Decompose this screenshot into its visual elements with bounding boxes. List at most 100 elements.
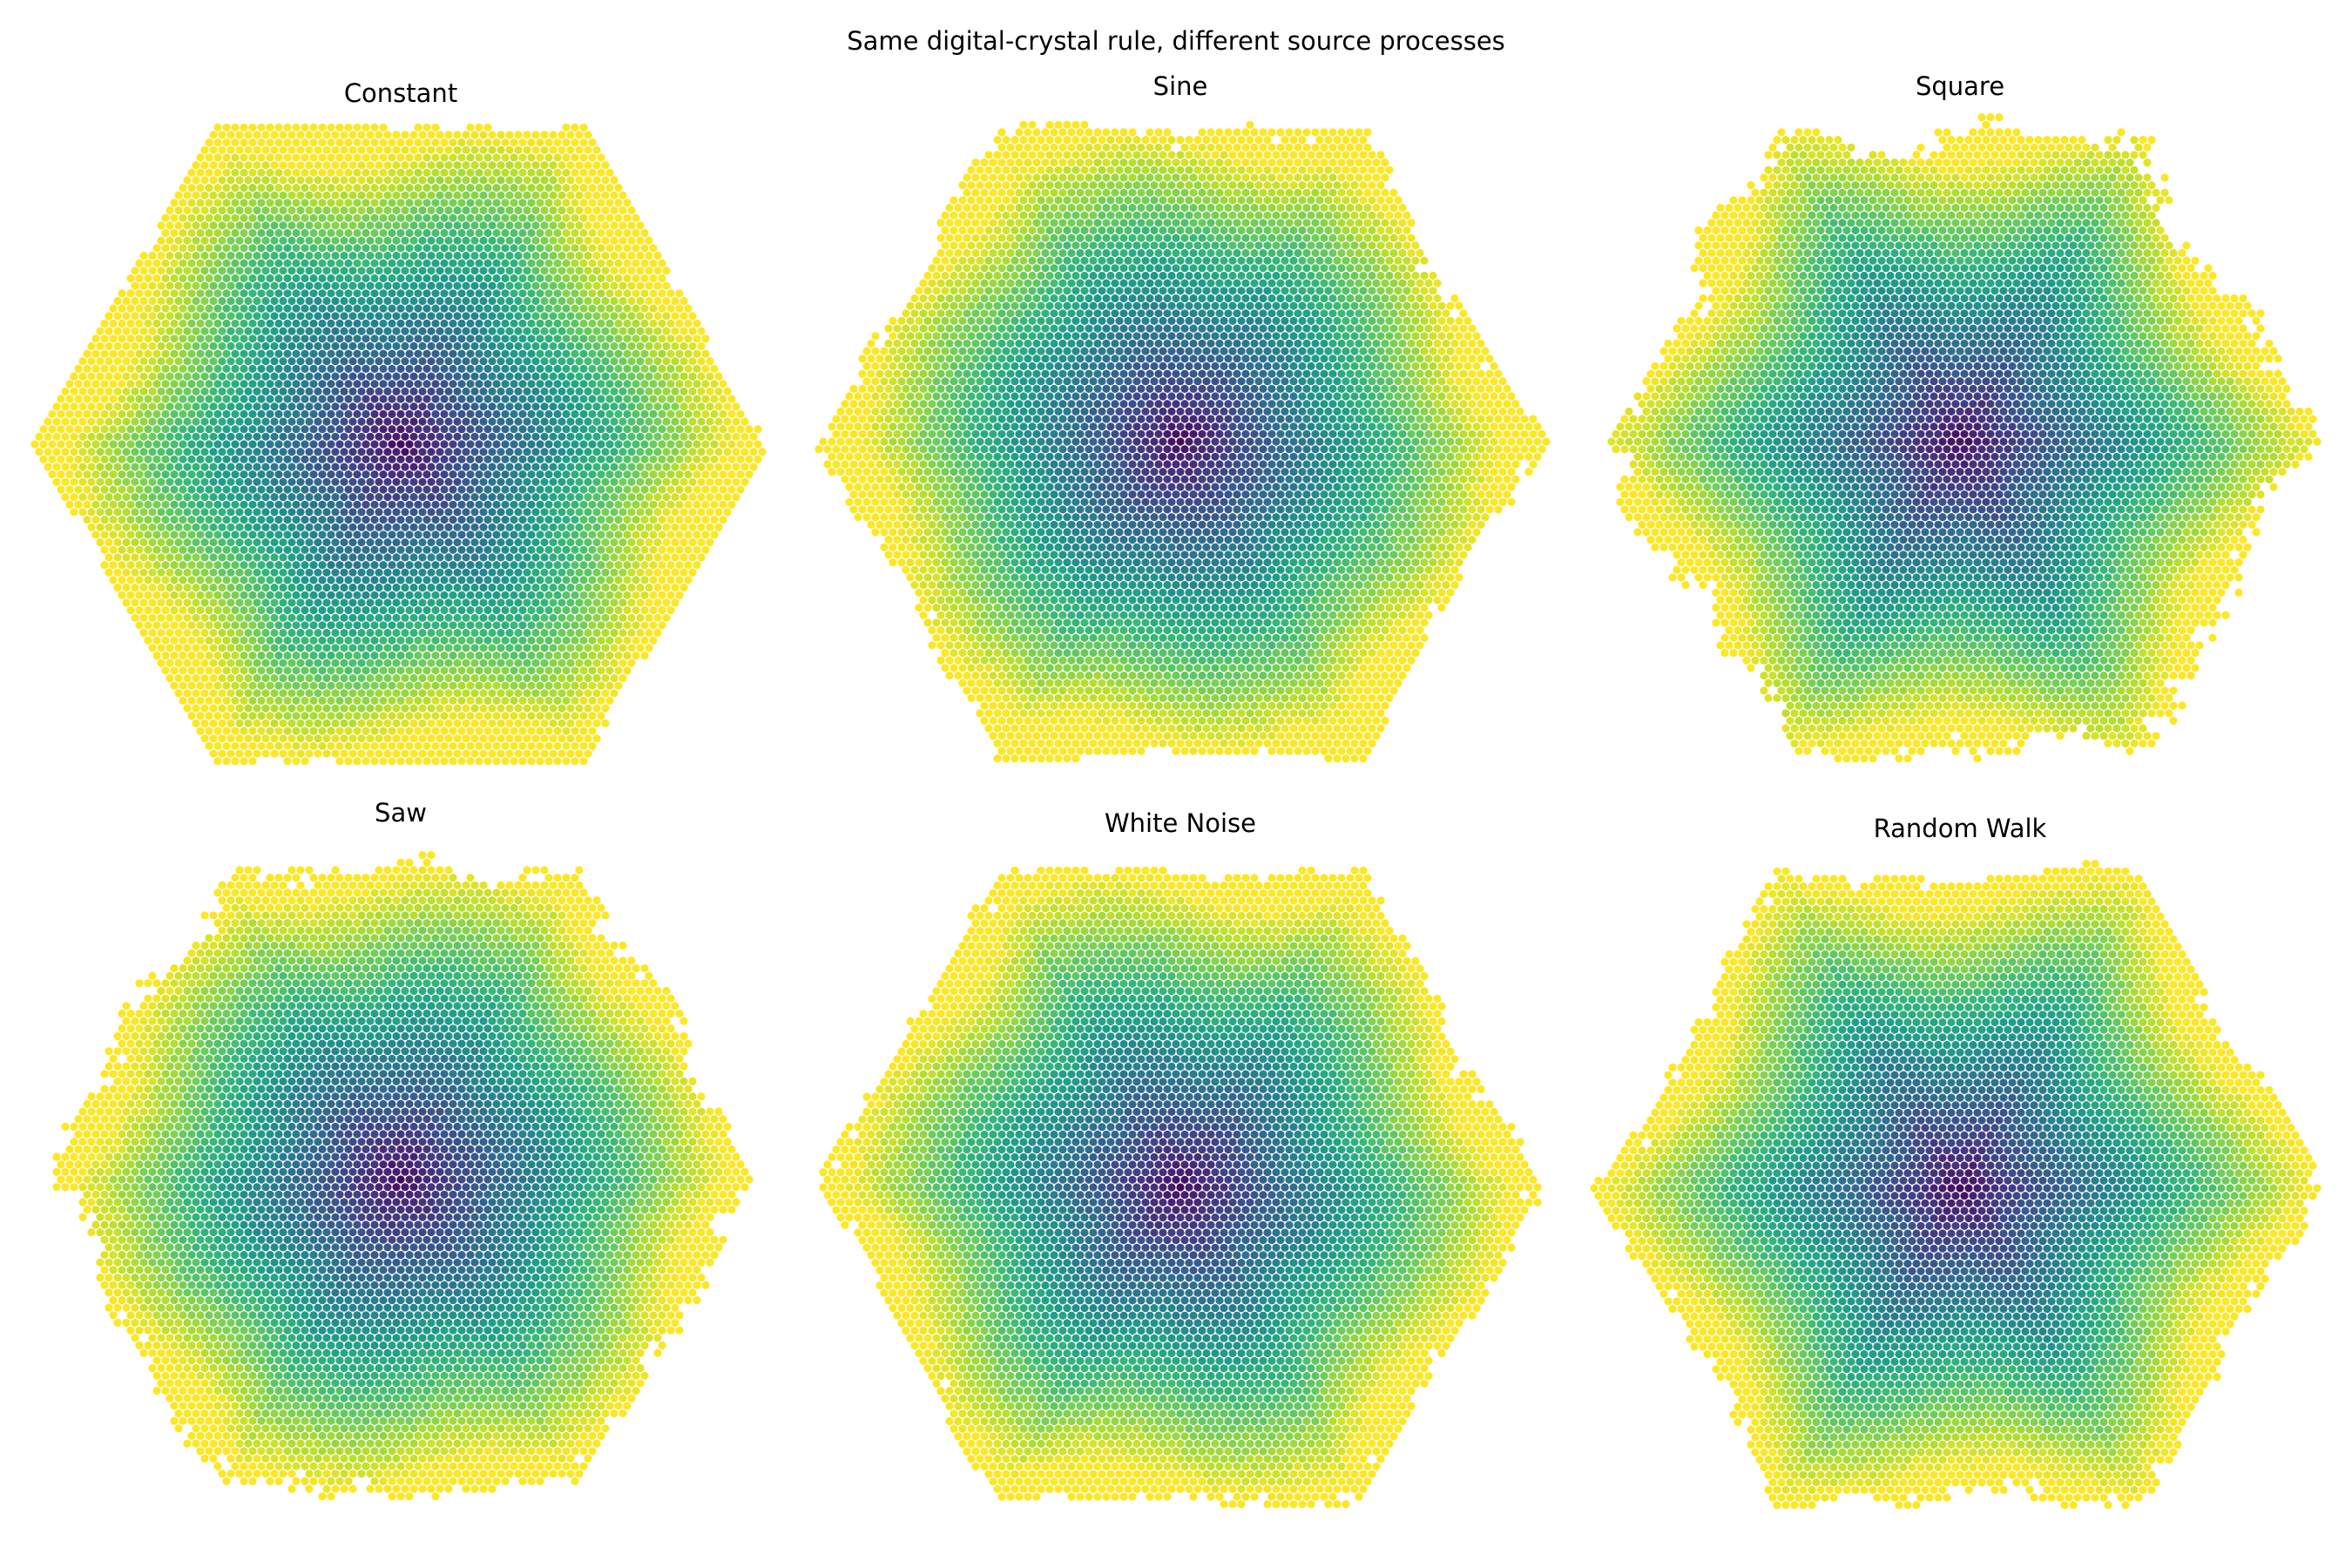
crystal-cell bbox=[344, 228, 353, 238]
crystal-cell bbox=[688, 327, 697, 335]
crystal-cell bbox=[558, 508, 566, 517]
crystal-cell bbox=[157, 341, 166, 350]
crystal-cell bbox=[579, 651, 588, 660]
crystal-cell bbox=[418, 387, 427, 395]
crystal-cell bbox=[322, 267, 331, 275]
crystal-cell bbox=[418, 448, 427, 456]
crystal-cell bbox=[192, 296, 200, 306]
crystal-cell bbox=[248, 561, 257, 570]
crystal-cell bbox=[497, 673, 505, 683]
crystal-cell bbox=[745, 455, 754, 463]
crystal-cell bbox=[183, 341, 192, 350]
crystal-cell bbox=[453, 206, 462, 215]
crystal-cell bbox=[536, 636, 544, 645]
crystal-cell bbox=[157, 327, 166, 335]
crystal-cell bbox=[536, 335, 544, 343]
crystal-cell bbox=[131, 387, 139, 395]
crystal-cell bbox=[501, 545, 510, 554]
crystal-cell bbox=[492, 199, 501, 207]
crystal-cell bbox=[292, 531, 301, 539]
crystal-cell bbox=[187, 636, 196, 645]
crystal-cell bbox=[235, 281, 244, 290]
crystal-cell bbox=[636, 613, 645, 622]
crystal-cell bbox=[261, 628, 270, 638]
crystal-cell bbox=[366, 251, 375, 260]
crystal-cell bbox=[514, 267, 523, 275]
crystal-cell bbox=[370, 395, 379, 403]
crystal-cell bbox=[658, 289, 666, 298]
crystal-cell bbox=[331, 448, 340, 456]
crystal-cell bbox=[296, 236, 305, 245]
crystal-cell bbox=[562, 335, 571, 343]
crystal-cell bbox=[213, 395, 222, 403]
crystal-cell bbox=[414, 425, 422, 434]
crystal-cell bbox=[427, 463, 436, 471]
crystal-cell bbox=[658, 621, 666, 630]
crystal-cell bbox=[418, 508, 427, 517]
crystal-cell bbox=[257, 516, 266, 524]
crystal-cell bbox=[501, 139, 510, 147]
crystal-cell bbox=[244, 327, 253, 335]
crystal-cell bbox=[196, 666, 205, 675]
crystal-cell bbox=[392, 673, 401, 683]
crystal-cell bbox=[244, 508, 253, 517]
crystal-cell bbox=[492, 440, 501, 449]
crystal-cell bbox=[122, 372, 131, 381]
crystal-cell bbox=[305, 296, 314, 306]
crystal-cell bbox=[109, 516, 118, 524]
crystal-cell bbox=[187, 259, 196, 267]
crystal-cell bbox=[322, 613, 331, 622]
crystal-cell bbox=[584, 372, 592, 381]
crystal-cell bbox=[213, 168, 222, 177]
crystal-cell bbox=[283, 636, 292, 645]
crystal-cell bbox=[113, 568, 122, 577]
crystal-cell bbox=[100, 531, 109, 539]
crystal-cell bbox=[57, 485, 65, 494]
crystal-cell bbox=[235, 463, 244, 471]
crystal-cell bbox=[544, 531, 553, 539]
crystal-cell bbox=[296, 432, 305, 441]
crystal-cell bbox=[414, 470, 422, 479]
crystal-cell bbox=[379, 168, 388, 177]
crystal-cell bbox=[270, 568, 279, 577]
crystal-cell bbox=[131, 568, 139, 577]
crystal-cell bbox=[444, 402, 453, 411]
crystal-cell bbox=[405, 213, 414, 222]
crystal-cell bbox=[152, 500, 161, 509]
crystal-cell bbox=[666, 319, 675, 328]
crystal-cell bbox=[135, 591, 144, 599]
crystal-cell bbox=[610, 659, 618, 667]
crystal-cell bbox=[39, 455, 48, 463]
crystal-cell bbox=[614, 184, 623, 193]
crystal-cell bbox=[514, 161, 523, 170]
crystal-cell bbox=[571, 335, 579, 343]
crystal-cell bbox=[527, 545, 536, 554]
crystal-cell bbox=[479, 372, 488, 381]
crystal-cell bbox=[348, 689, 357, 698]
crystal-cell bbox=[444, 417, 453, 426]
crystal-cell bbox=[527, 199, 536, 207]
crystal-cell bbox=[375, 613, 383, 622]
crystal-cell bbox=[684, 485, 693, 494]
crystal-cell bbox=[579, 213, 588, 222]
crystal-cell bbox=[135, 561, 144, 570]
crystal-cell bbox=[235, 251, 244, 260]
crystal-cell bbox=[379, 500, 388, 509]
crystal-cell bbox=[605, 561, 614, 570]
crystal-cell bbox=[370, 184, 379, 193]
crystal-cell bbox=[666, 440, 675, 449]
crystal-cell bbox=[754, 440, 762, 449]
crystal-cell bbox=[414, 259, 422, 267]
crystal-cell bbox=[266, 666, 274, 675]
crystal-cell bbox=[283, 184, 292, 193]
crystal-cell bbox=[200, 568, 209, 577]
crystal-cell bbox=[139, 628, 148, 638]
crystal-cell bbox=[666, 591, 675, 599]
crystal-cell bbox=[200, 402, 209, 411]
crystal-cell bbox=[575, 463, 584, 471]
crystal-cell bbox=[301, 409, 309, 418]
crystal-cell bbox=[510, 500, 518, 509]
crystal-cell bbox=[618, 327, 627, 335]
crystal-cell bbox=[523, 145, 531, 154]
crystal-cell bbox=[70, 402, 78, 411]
